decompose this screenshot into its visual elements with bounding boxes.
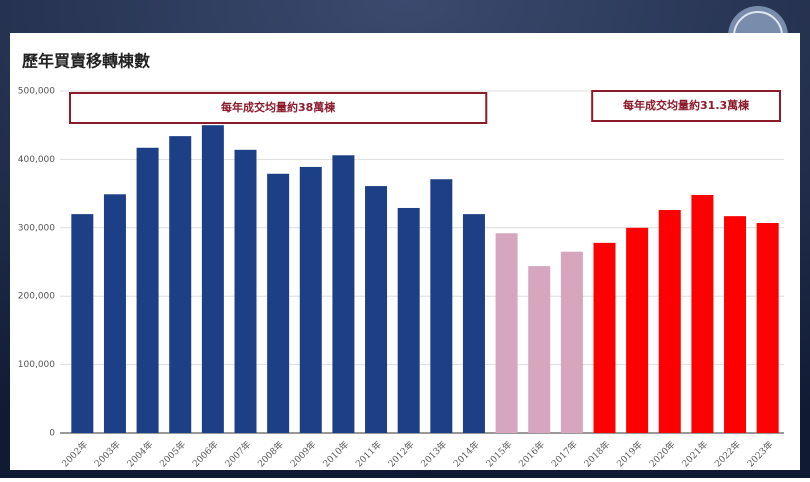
- annotation-text: 每年成交均量約38萬棟: [221, 100, 336, 114]
- bar: [626, 227, 649, 433]
- bar: [365, 186, 388, 433]
- y-tick-label: 400,000: [18, 155, 55, 165]
- bar: [593, 242, 616, 433]
- annotation-text: 每年成交均量約31.3萬棟: [623, 98, 750, 112]
- chart-title: 歷年買賣移轉棟數: [22, 52, 150, 71]
- bar: [691, 194, 714, 433]
- bar: [462, 214, 485, 433]
- bar: [332, 155, 355, 433]
- y-tick-label: 300,000: [18, 223, 55, 233]
- bar: [397, 207, 420, 433]
- annotation-box: [591, 90, 781, 122]
- bar: [103, 194, 126, 433]
- bar: [756, 223, 779, 433]
- y-tick-label: 0: [49, 429, 55, 439]
- y-tick-label: 200,000: [18, 292, 55, 302]
- y-tick-label: 100,000: [18, 360, 55, 370]
- bar: [299, 166, 322, 433]
- bar: [724, 216, 747, 433]
- bar: [201, 125, 224, 433]
- bar: [169, 136, 192, 434]
- bar: [136, 147, 159, 433]
- bar: [560, 251, 583, 433]
- annotation-box: [69, 92, 488, 124]
- bar: [430, 179, 453, 433]
- y-tick-label: 500,000: [18, 87, 55, 97]
- bar: [495, 233, 518, 433]
- bar: [528, 266, 551, 433]
- bar: [71, 214, 94, 433]
- bar: [267, 173, 290, 433]
- bar: [234, 149, 257, 433]
- bar: [658, 210, 681, 433]
